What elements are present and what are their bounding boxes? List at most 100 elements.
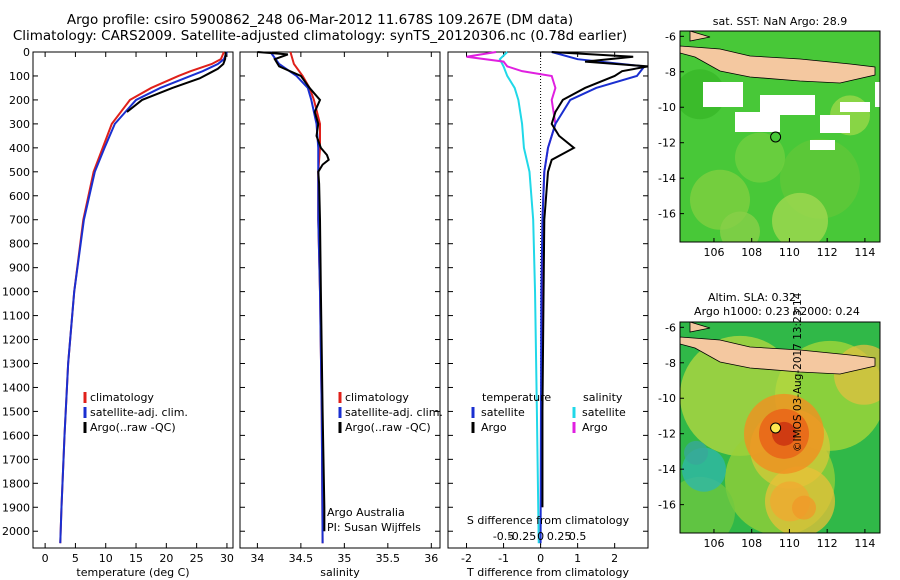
x-tick-label: 35.5 — [376, 552, 401, 565]
x-tick-label: 36 — [424, 552, 438, 565]
lon-tick-label: 114 — [854, 246, 875, 259]
legend-label: Argo(..raw -QC) — [345, 421, 431, 434]
x2-tick-label: -0.25 — [508, 530, 536, 543]
lon-tick-label: 106 — [703, 537, 724, 550]
sla-core — [684, 440, 708, 465]
no-data-patch — [810, 140, 835, 150]
map-bottom-title-1: Altim. SLA: 0.32 — [708, 291, 796, 304]
argo-float-marker — [770, 131, 782, 143]
lat-tick-label: -16 — [658, 499, 676, 512]
map-frame — [679, 321, 881, 534]
series-line-argorawqc — [257, 51, 330, 532]
map-bottom — [679, 321, 881, 534]
lat-tick-label: -8 — [665, 357, 676, 370]
diff-line-2 — [498, 51, 540, 544]
x-tick-label: 20 — [159, 552, 173, 565]
map-frame — [679, 30, 881, 243]
x-tick-label: 10 — [99, 552, 113, 565]
land-sumatra — [689, 322, 711, 333]
x-tick-label: 35 — [337, 552, 351, 565]
x-tick-label: 0 — [42, 552, 49, 565]
land-java — [680, 45, 876, 84]
legend-label: Argo — [582, 421, 608, 434]
y-tick-label: 600 — [9, 190, 30, 203]
lat-tick-label: -10 — [658, 101, 676, 114]
land-java — [680, 336, 876, 375]
sst-patch — [772, 192, 828, 242]
x2-tick-label: 0 — [537, 530, 544, 543]
argo-float-marker — [770, 422, 782, 434]
y-tick-label: 200 — [9, 94, 30, 107]
lat-tick-label: -6 — [665, 321, 676, 334]
series-line-climatology — [59, 51, 225, 544]
legend-label: satellite-adj. clim. — [345, 406, 443, 419]
diff-line-0 — [539, 51, 647, 544]
y-tick-label: 1300 — [2, 357, 30, 370]
sst-patch — [720, 211, 760, 242]
lon-tick-label: 114 — [854, 537, 875, 550]
no-data-patch — [760, 95, 815, 115]
x-axis-label: T difference from climatology — [466, 566, 629, 579]
x-tick-label: 30 — [220, 552, 234, 565]
x-axis-label: salinity — [320, 566, 360, 579]
legend-label: satellite-adj. clim. — [90, 406, 188, 419]
plot-frame-2 — [447, 51, 649, 549]
legend-label: Argo(..raw -QC) — [90, 421, 176, 434]
y-tick-label: 400 — [9, 142, 30, 155]
lat-tick-label: -14 — [658, 463, 676, 476]
x-tick-label: -1 — [498, 552, 509, 565]
map-top-title: sat. SST: NaN Argo: 28.9 — [713, 15, 847, 28]
lat-tick-label: -10 — [658, 392, 676, 405]
x-tick-label: 5 — [72, 552, 79, 565]
x-tick-label: 34.5 — [289, 552, 314, 565]
x2-axis-label: S difference from climatology — [467, 514, 630, 527]
x-tick-label: 15 — [129, 552, 143, 565]
lon-tick-label: 112 — [817, 537, 838, 550]
legend-label: satellite — [582, 406, 626, 419]
legend-label: climatology — [90, 391, 154, 404]
legend-label: satellite — [481, 406, 525, 419]
legend-header-temperature: temperature — [482, 391, 551, 404]
y-tick-label: 900 — [9, 262, 30, 275]
title-line-2: Climatology: CARS2009. Satellite-adjuste… — [12, 28, 628, 44]
annotation-line-1: Argo Australia — [327, 506, 405, 519]
y-tick-label: 800 — [9, 238, 30, 251]
series-line-argorawqc — [126, 51, 227, 113]
annotation-line-2: PI: Susan Wijffels — [327, 521, 421, 534]
map-body — [680, 322, 880, 533]
y-tick-label: 1900 — [2, 501, 30, 514]
lon-tick-label: 112 — [817, 246, 838, 259]
lon-tick-label: 108 — [741, 537, 762, 550]
y-tick-label: 1500 — [2, 405, 30, 418]
x-tick-label: 1 — [574, 552, 581, 565]
x-tick-label: 2 — [611, 552, 618, 565]
legend-label: Argo — [481, 421, 507, 434]
no-data-patch — [875, 82, 880, 107]
y-tick-label: 2000 — [2, 525, 30, 538]
lon-tick-label: 106 — [703, 246, 724, 259]
no-data-patch — [703, 82, 743, 107]
y-tick-label: 1700 — [2, 453, 30, 466]
y-tick-label: 1100 — [2, 310, 30, 323]
credit-text: ©IMOS 03-Aug-2017 13:23:14 — [792, 292, 804, 452]
y-tick-label: 1000 — [2, 286, 30, 299]
sla-patch — [834, 344, 880, 405]
title-line-1: Argo profile: csiro 5900862_248 06-Mar-2… — [66, 12, 574, 28]
lon-tick-label: 110 — [779, 537, 800, 550]
lat-tick-label: -6 — [665, 30, 676, 43]
lat-tick-label: -14 — [658, 172, 676, 185]
y-tick-label: 1400 — [2, 381, 30, 394]
sst-patch — [735, 132, 785, 183]
y-tick-label: 500 — [9, 166, 30, 179]
y-tick-label: 300 — [9, 118, 30, 131]
no-data-patch — [735, 112, 780, 132]
plot-frame-1 — [239, 51, 441, 549]
plot-frame-0 — [32, 51, 234, 549]
land-sumatra — [689, 31, 711, 42]
x2-tick-label: 0.5 — [569, 530, 587, 543]
lon-tick-label: 110 — [779, 246, 800, 259]
lat-tick-label: -12 — [658, 428, 676, 441]
lat-tick-label: -16 — [658, 208, 676, 221]
